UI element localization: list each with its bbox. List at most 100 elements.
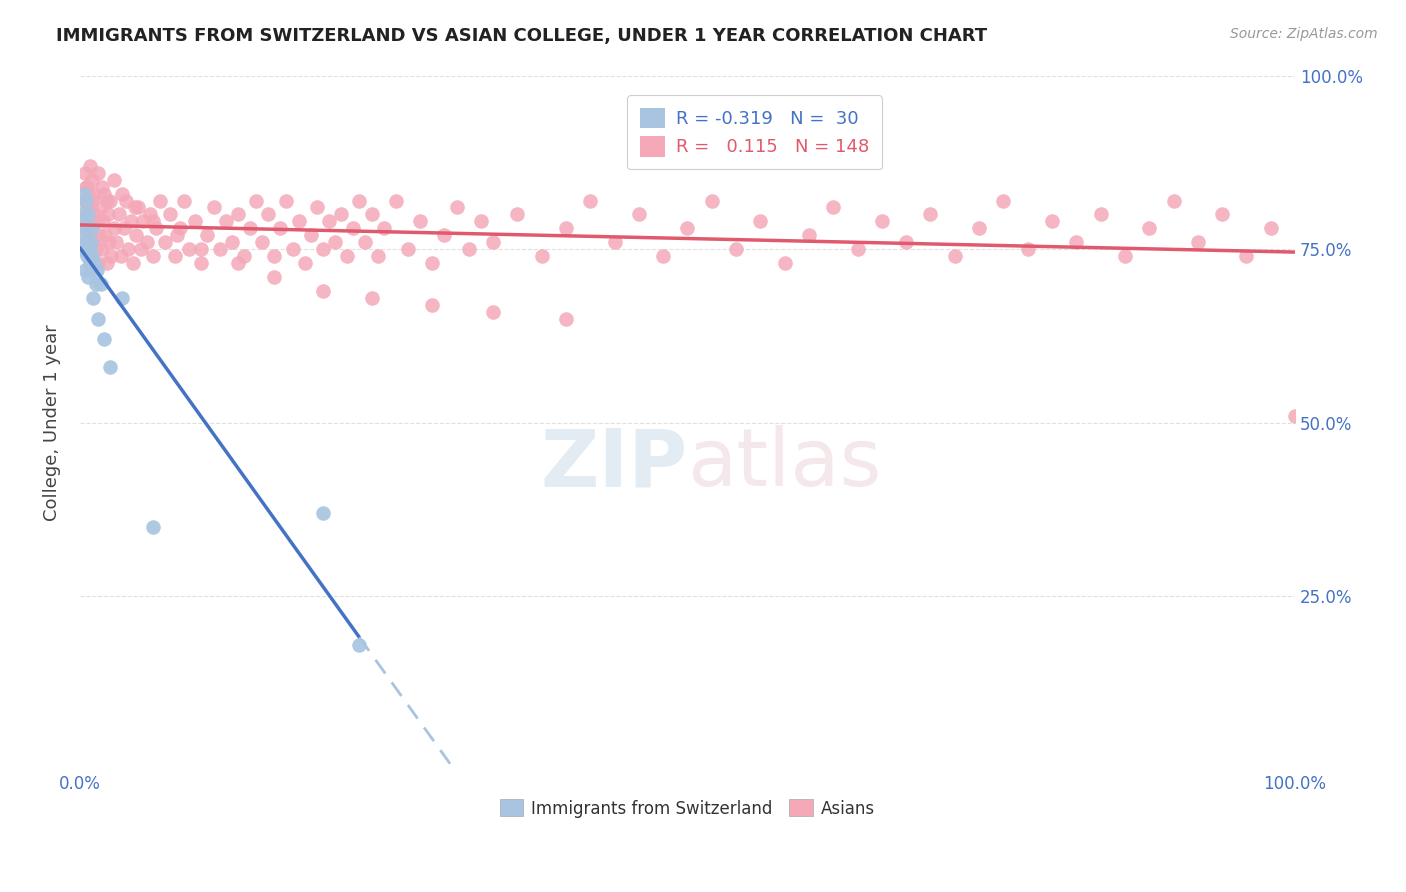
Legend: Immigrants from Switzerland, Asians: Immigrants from Switzerland, Asians: [494, 793, 882, 824]
Point: [1211, 207, 1233, 221]
Point: [142, 214, 165, 228]
Point: [112, 221, 135, 235]
Point: [700, 194, 723, 208]
Point: [80, 172, 103, 186]
Point: [90, 242, 112, 256]
Point: [73, 235, 96, 250]
Point: [98, 360, 121, 375]
Point: [142, 520, 165, 534]
Point: [263, 269, 285, 284]
Point: [330, 207, 353, 221]
Point: [312, 242, 335, 256]
Point: [97, 207, 120, 221]
Point: [79, 256, 101, 270]
Point: [943, 249, 966, 263]
Point: [93, 186, 115, 201]
Point: [823, 201, 845, 215]
Point: [89, 277, 111, 291]
Point: [98, 194, 121, 208]
Point: [190, 256, 212, 270]
Point: [555, 311, 578, 326]
Point: [342, 221, 364, 235]
Point: [294, 256, 316, 270]
Point: [86, 263, 108, 277]
Point: [139, 207, 162, 221]
Point: [80, 235, 103, 250]
Point: [83, 186, 105, 201]
Point: [80, 221, 103, 235]
Point: [103, 221, 125, 235]
Text: atlas: atlas: [688, 425, 882, 503]
Point: [129, 242, 152, 256]
Point: [1187, 235, 1209, 250]
Point: [179, 242, 201, 256]
Point: [84, 277, 107, 291]
Point: [263, 249, 285, 263]
Point: [98, 235, 121, 250]
Point: [91, 214, 114, 228]
Point: [75, 221, 97, 235]
Point: [73, 214, 96, 228]
Point: [87, 311, 110, 326]
Point: [773, 256, 796, 270]
Point: [173, 194, 195, 208]
Point: [76, 214, 98, 228]
Point: [197, 228, 219, 243]
Point: [82, 291, 104, 305]
Point: [797, 228, 820, 243]
Point: [80, 249, 103, 263]
Point: [79, 201, 101, 215]
Point: [1017, 242, 1039, 256]
Point: [73, 166, 96, 180]
Point: [870, 214, 893, 228]
Point: [482, 304, 505, 318]
Point: [446, 201, 468, 215]
Point: [250, 235, 273, 250]
Point: [96, 256, 118, 270]
Point: [349, 194, 371, 208]
Point: [470, 214, 492, 228]
Point: [124, 201, 146, 215]
Point: [153, 235, 176, 250]
Point: [169, 221, 191, 235]
Point: [145, 221, 167, 235]
Point: [89, 201, 111, 215]
Point: [77, 207, 100, 221]
Point: [115, 194, 138, 208]
Point: [107, 207, 129, 221]
Point: [70, 242, 93, 256]
Point: [299, 228, 322, 243]
Point: [76, 179, 98, 194]
Point: [80, 194, 103, 208]
Point: [72, 186, 94, 201]
Point: [226, 256, 249, 270]
Point: [83, 207, 105, 221]
Point: [76, 235, 98, 250]
Point: [676, 221, 699, 235]
Point: [579, 194, 602, 208]
Point: [215, 214, 238, 228]
Point: [1040, 214, 1063, 228]
Point: [159, 207, 181, 221]
Point: [1090, 207, 1112, 221]
Point: [202, 201, 225, 215]
Text: ZIP: ZIP: [540, 425, 688, 503]
Point: [80, 221, 103, 235]
Point: [245, 194, 267, 208]
Point: [1260, 221, 1282, 235]
Point: [1064, 235, 1087, 250]
Point: [967, 221, 990, 235]
Point: [269, 221, 291, 235]
Point: [190, 242, 212, 256]
Point: [127, 201, 149, 215]
Point: [920, 207, 942, 221]
Point: [76, 242, 98, 256]
Point: [142, 249, 165, 263]
Point: [896, 235, 918, 250]
Point: [305, 201, 328, 215]
Point: [312, 506, 335, 520]
Point: [1163, 194, 1185, 208]
Point: [1234, 249, 1257, 263]
Point: [122, 256, 145, 270]
Point: [373, 221, 395, 235]
